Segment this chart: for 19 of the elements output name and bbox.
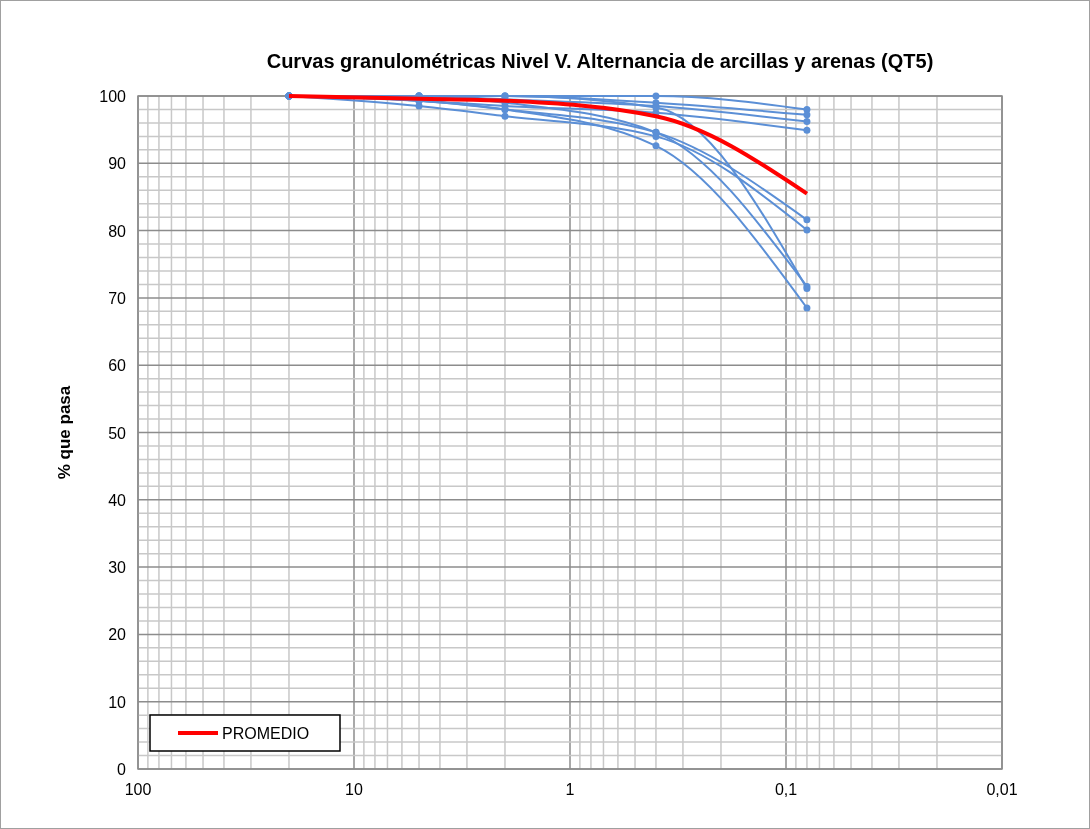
y-tick-label: 40 — [108, 491, 127, 509]
y-tick-label: 0 — [117, 761, 127, 778]
y-tick-label: 20 — [108, 626, 127, 644]
y-axis-title: % que pasa — [55, 385, 74, 480]
x-tick-label: 10 — [345, 781, 363, 798]
legend-label: PROMEDIO — [222, 725, 310, 742]
x-tick-label: 0,1 — [774, 781, 798, 798]
y-tick-label: 10 — [108, 693, 127, 711]
x-tick-label: 1 — [565, 781, 575, 798]
chart-title: Curvas granulométricas Nivel V. Alternancia de arcillas y arenas (QT5) — [266, 50, 934, 72]
x-tick-label: 0,01 — [986, 781, 1018, 798]
y-tick-label: 100 — [99, 88, 127, 105]
y-tick-label: 30 — [108, 559, 127, 577]
y-tick-label: 70 — [108, 289, 127, 307]
y-tick-label: 60 — [108, 357, 127, 375]
y-tick-label: 50 — [108, 424, 127, 442]
y-tick-label: 80 — [108, 222, 127, 240]
x-tick-label: 100 — [124, 781, 152, 798]
y-tick-label: 90 — [108, 155, 127, 173]
